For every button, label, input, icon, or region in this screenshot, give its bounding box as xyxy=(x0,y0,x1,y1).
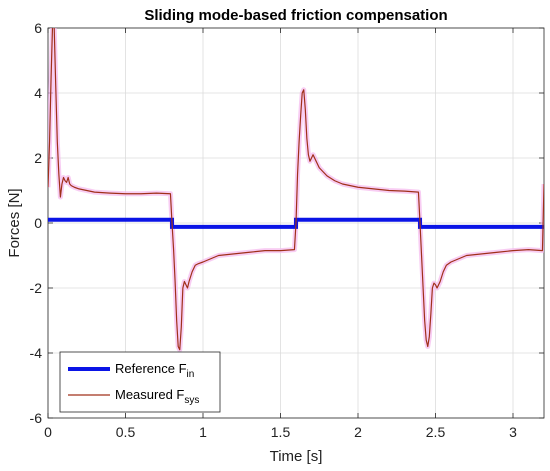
x-tick-label: 3 xyxy=(509,424,517,440)
y-tick-label: 4 xyxy=(34,85,42,101)
x-tick-label: 1.5 xyxy=(271,424,291,440)
y-tick-label: 0 xyxy=(34,215,42,231)
y-tick-label: -2 xyxy=(30,280,43,296)
legend-label-measured: Measured Fsys xyxy=(115,387,199,406)
x-tick-label: 0.5 xyxy=(116,424,136,440)
y-tick-label: -4 xyxy=(30,345,43,361)
legend-box xyxy=(59,351,221,413)
series-measured-line xyxy=(48,28,544,351)
x-axis-label: Time [s] xyxy=(270,448,323,465)
x-tick-label: 2.5 xyxy=(426,424,446,440)
x-tick-label: 0 xyxy=(44,424,52,440)
y-tick-label: 6 xyxy=(34,20,42,36)
y-axis-ticks: -6 -4 -2 0 2 4 6 xyxy=(30,20,544,426)
x-axis-ticks: 0 0.5 1 1.5 2 2.5 3 xyxy=(44,28,517,440)
legend-label-main: Reference F xyxy=(115,361,187,376)
series-layer xyxy=(48,28,544,353)
legend-label-reference: Reference Fin xyxy=(115,361,194,380)
y-axis-label: Forces [N] xyxy=(6,188,23,257)
x-tick-label: 1 xyxy=(199,424,207,440)
chart-title: Sliding mode-based friction compensation xyxy=(144,7,447,24)
x-tick-label: 2 xyxy=(354,424,362,440)
legend-label-main: Measured F xyxy=(115,387,184,402)
legend-label-subscript: in xyxy=(187,369,195,380)
legend-label-subscript: sys xyxy=(184,395,199,406)
y-tick-label: -6 xyxy=(30,410,43,426)
y-tick-label: 2 xyxy=(34,150,42,166)
